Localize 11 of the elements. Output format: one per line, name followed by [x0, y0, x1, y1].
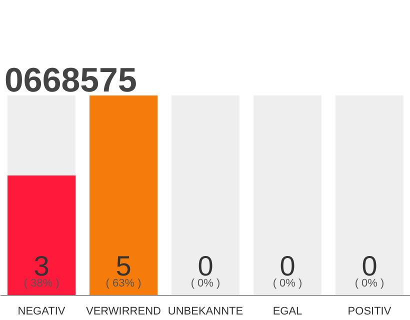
- annotation: ( 0% ): [190, 278, 220, 290]
- chart-title: 0668575: [4, 62, 137, 100]
- annotation: ( 0% ): [272, 278, 302, 290]
- x-tick-label: EGAL: [272, 306, 302, 318]
- annotation: ( 0% ): [354, 278, 384, 290]
- x-tick-label: VERWIRREND: [86, 306, 162, 318]
- x-tick-label: UNBEKANNTE: [168, 306, 244, 318]
- x-tick-label: POSITIV: [348, 306, 392, 318]
- annotation: ( 38% ): [24, 278, 60, 290]
- annotation: ( 63% ): [106, 278, 142, 290]
- x-tick-label: NEGATIV: [18, 306, 66, 318]
